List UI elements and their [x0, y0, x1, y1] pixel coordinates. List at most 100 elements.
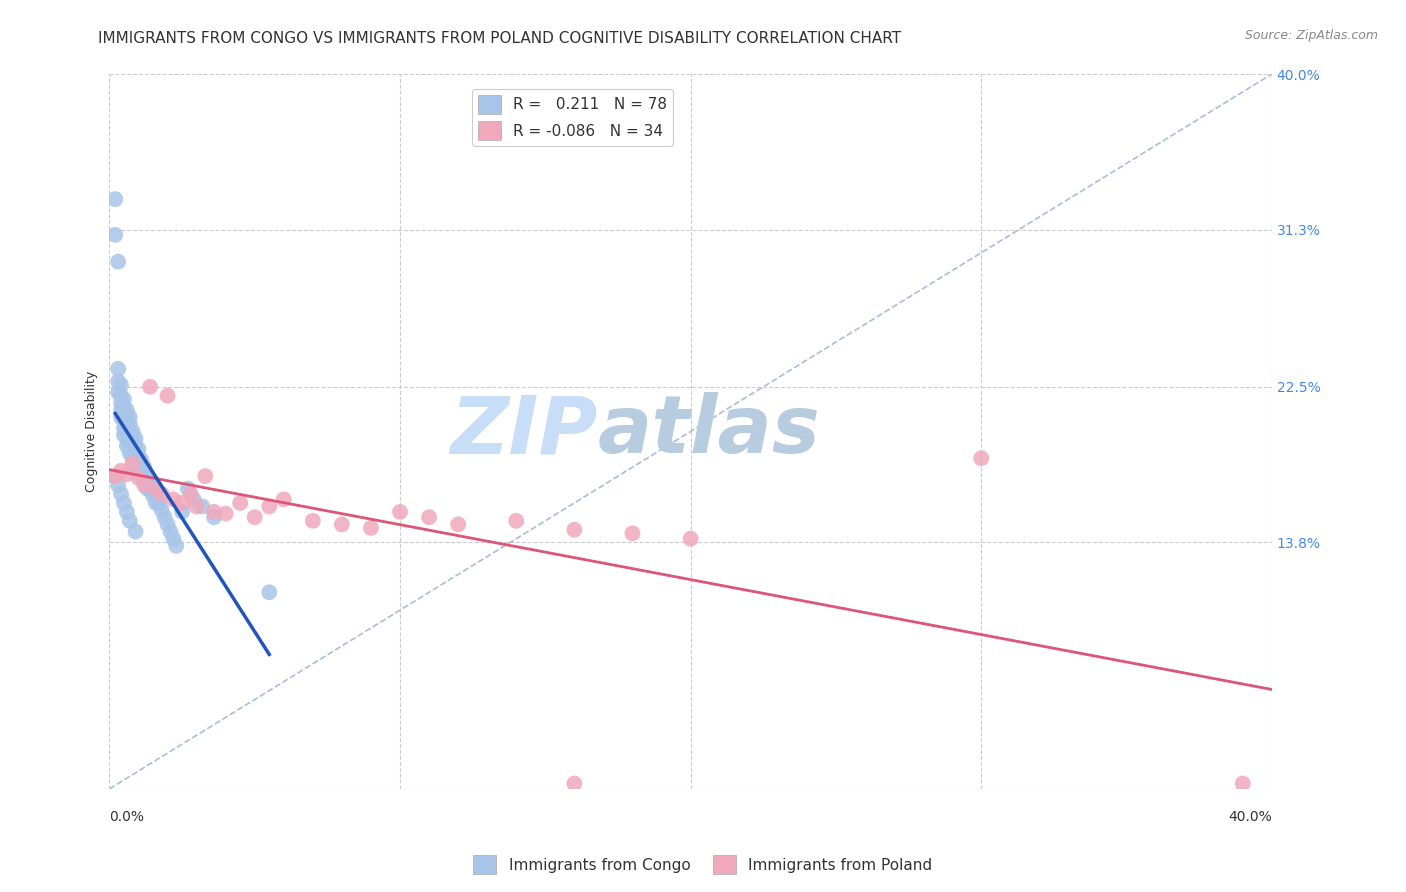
Point	[112, 428, 135, 442]
Point	[505, 514, 527, 528]
Y-axis label: Cognitive Disability: Cognitive Disability	[86, 371, 98, 492]
Point	[115, 403, 138, 417]
Point	[156, 517, 179, 532]
Point	[118, 410, 141, 425]
Point	[136, 467, 159, 482]
Point	[124, 439, 146, 453]
Point	[360, 521, 382, 535]
Text: atlas: atlas	[598, 392, 820, 470]
Point	[110, 487, 132, 501]
Point	[110, 396, 132, 410]
Point	[104, 227, 127, 242]
Point	[202, 510, 225, 524]
Text: Source: ZipAtlas.com: Source: ZipAtlas.com	[1244, 29, 1378, 42]
Point	[115, 417, 138, 432]
Point	[257, 500, 280, 514]
Point	[257, 585, 280, 599]
Point	[302, 514, 325, 528]
Legend: R =   0.211   N = 78, R = -0.086   N = 34: R = 0.211 N = 78, R = -0.086 N = 34	[471, 89, 673, 146]
Point	[194, 469, 217, 483]
Point	[273, 492, 295, 507]
Point	[679, 532, 702, 546]
Point	[139, 475, 162, 489]
Point	[330, 517, 353, 532]
Point	[145, 496, 167, 510]
Point	[112, 421, 135, 435]
Point	[621, 526, 644, 541]
Point	[139, 482, 162, 496]
Point	[170, 505, 193, 519]
Point	[115, 410, 138, 425]
Point	[183, 492, 205, 507]
Point	[115, 467, 138, 482]
Point	[121, 457, 143, 471]
Point	[127, 450, 149, 464]
Point	[202, 505, 225, 519]
Point	[104, 469, 127, 483]
Text: 40.0%: 40.0%	[1227, 810, 1272, 824]
Point	[447, 517, 470, 532]
Point	[107, 254, 129, 268]
Point	[170, 496, 193, 510]
Point	[121, 439, 143, 453]
Point	[121, 432, 143, 446]
Point	[110, 464, 132, 478]
Point	[229, 496, 252, 510]
Point	[134, 467, 156, 482]
Point	[186, 500, 208, 514]
Legend: Immigrants from Congo, Immigrants from Poland: Immigrants from Congo, Immigrants from P…	[467, 849, 939, 880]
Point	[131, 467, 153, 482]
Point	[112, 400, 135, 414]
Point	[118, 425, 141, 439]
Point	[112, 392, 135, 407]
Point	[112, 496, 135, 510]
Text: 0.0%: 0.0%	[110, 810, 145, 824]
Point	[156, 389, 179, 403]
Point	[110, 378, 132, 392]
Point	[142, 489, 165, 503]
Point	[153, 510, 176, 524]
Point	[107, 478, 129, 492]
Point	[107, 385, 129, 400]
Point	[118, 446, 141, 460]
Point	[1232, 776, 1254, 790]
Point	[564, 776, 586, 790]
Point	[134, 460, 156, 475]
Point	[110, 410, 132, 425]
Point	[124, 432, 146, 446]
Point	[214, 507, 236, 521]
Point	[162, 492, 184, 507]
Point	[389, 505, 412, 519]
Point	[118, 417, 141, 432]
Point	[134, 475, 156, 489]
Point	[127, 471, 149, 485]
Point	[136, 482, 159, 496]
Point	[118, 432, 141, 446]
Point	[131, 453, 153, 467]
Point	[104, 469, 127, 483]
Point	[150, 503, 173, 517]
Point	[107, 362, 129, 376]
Point	[118, 514, 141, 528]
Point	[177, 482, 200, 496]
Point	[136, 475, 159, 489]
Point	[121, 453, 143, 467]
Point	[418, 510, 440, 524]
Point	[131, 460, 153, 475]
Point	[243, 510, 266, 524]
Point	[148, 496, 170, 510]
Point	[134, 478, 156, 492]
Point	[142, 482, 165, 496]
Point	[115, 439, 138, 453]
Point	[162, 532, 184, 546]
Point	[121, 446, 143, 460]
Point	[115, 425, 138, 439]
Point	[104, 192, 127, 206]
Text: IMMIGRANTS FROM CONGO VS IMMIGRANTS FROM POLAND COGNITIVE DISABILITY CORRELATION: IMMIGRANTS FROM CONGO VS IMMIGRANTS FROM…	[98, 31, 901, 46]
Point	[124, 524, 146, 539]
Point	[191, 500, 214, 514]
Point	[127, 442, 149, 457]
Point	[564, 523, 586, 537]
Point	[180, 487, 202, 501]
Point	[121, 425, 143, 439]
